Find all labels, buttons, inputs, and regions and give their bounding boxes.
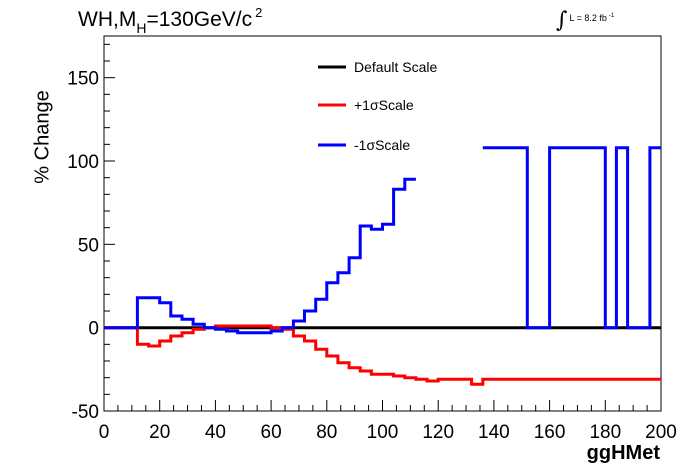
x-tick-label: 0 [99, 422, 110, 443]
title-prefix: WH,M [78, 8, 137, 31]
series-line-2 [482, 146, 661, 330]
title-rest: =130GeV/c [146, 8, 253, 31]
x-tick-label: 20 [149, 422, 170, 443]
integral-symbol: ∫ [556, 8, 568, 33]
legend-label: Default Scale [354, 59, 437, 75]
chart-title: WH,MH=130GeV/c 2 [78, 5, 263, 36]
x-tick-label: 120 [422, 422, 454, 443]
title-subscript: H [136, 20, 147, 36]
x-tick-label: 80 [316, 422, 337, 443]
luminosity-exponent: -1 [608, 13, 615, 19]
y-tick-label: 100 [67, 152, 99, 173]
luminosity-label: ∫ L = 8.2 fb -1 [556, 6, 615, 33]
x-axis-label: ggHMet [586, 442, 660, 464]
x-tick-label: 60 [261, 422, 282, 443]
series-line-1 [104, 324, 661, 386]
x-tick-label: 200 [645, 422, 677, 443]
y-tick-label: 0 [88, 319, 99, 340]
series-line-2 [104, 177, 416, 335]
y-tick-label: 50 [78, 235, 99, 256]
y-tick-label: 150 [67, 69, 99, 90]
luminosity-text: L = 8.2 fb [569, 13, 607, 23]
x-tick-label: 140 [478, 422, 510, 443]
legend-label: -1σScale [354, 137, 410, 153]
x-tick-label: 160 [534, 422, 566, 443]
x-tick-label: 180 [589, 422, 621, 443]
legend-label: +1σScale [354, 97, 414, 113]
x-tick-label: 40 [205, 422, 226, 443]
x-tick-label: 100 [367, 422, 399, 443]
title-superscript: 2 [255, 5, 263, 20]
y-tick-label: -50 [72, 402, 99, 423]
